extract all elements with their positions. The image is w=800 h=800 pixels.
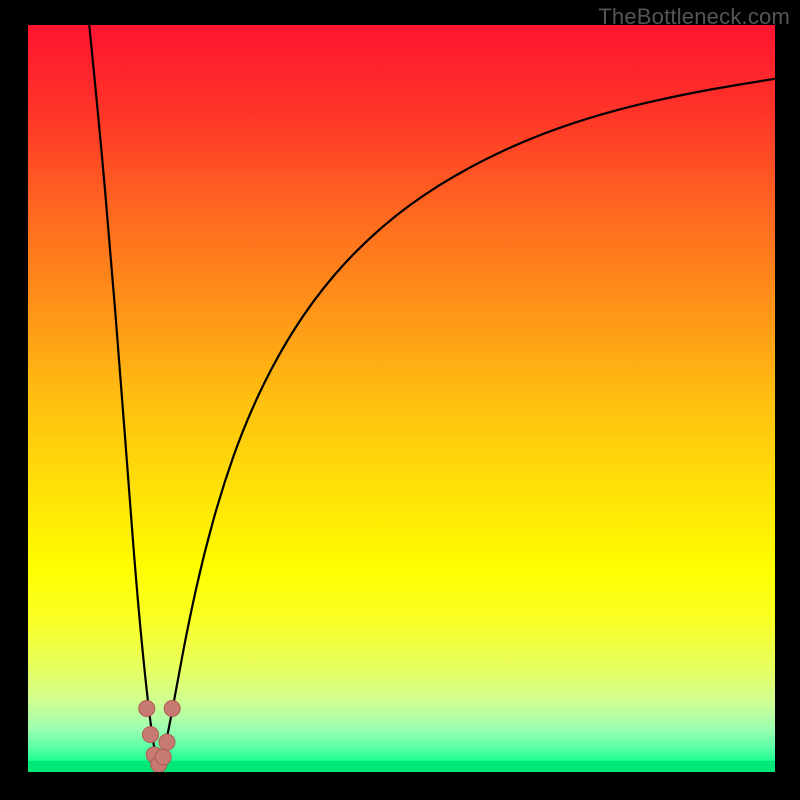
valley-markers [28, 25, 775, 772]
chart-container: { "watermark": { "text": "TheBottleneck.… [0, 0, 800, 800]
watermark-text: TheBottleneck.com [598, 4, 790, 30]
plot-area [28, 25, 775, 772]
